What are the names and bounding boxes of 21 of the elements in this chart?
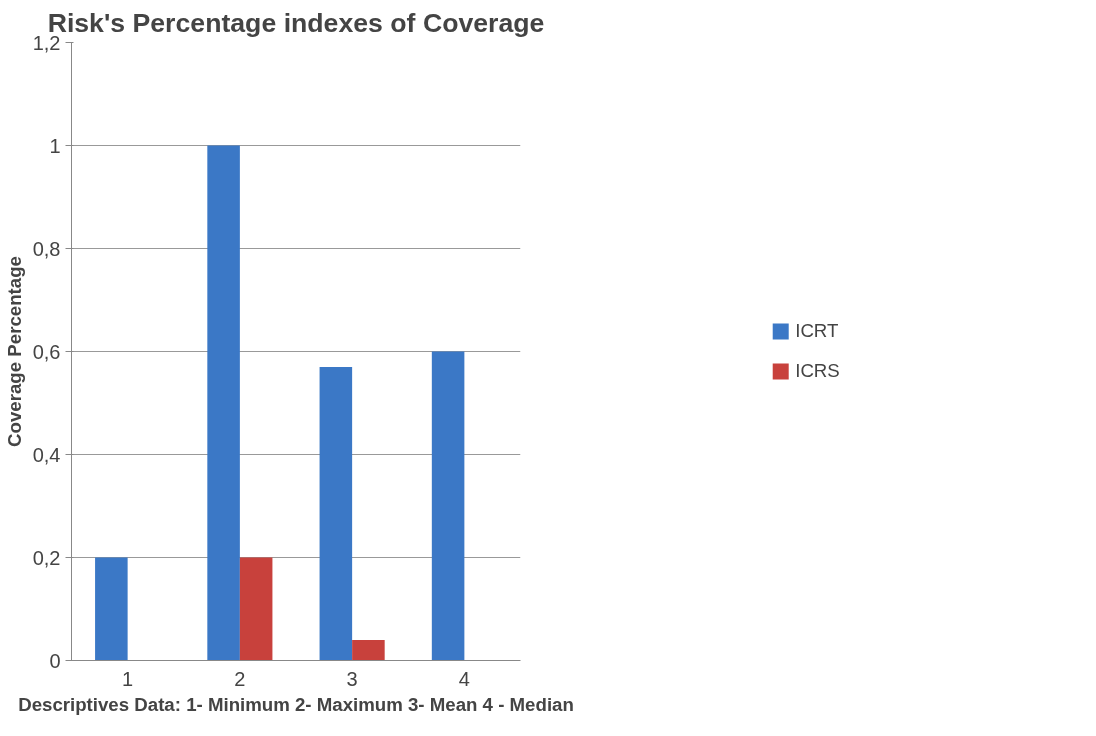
bar <box>207 145 240 661</box>
bar <box>95 557 128 661</box>
y-tick-label: 1 <box>49 134 61 157</box>
bar <box>239 557 273 661</box>
x-tick-label: 2 <box>234 667 246 690</box>
y-tick-label: 0,2 <box>32 546 61 569</box>
x-tick-label: 4 <box>458 667 470 690</box>
y-tick-label: 1,2 <box>32 31 61 54</box>
y-axis-title: Coverage Percentage <box>3 256 25 447</box>
y-tick-label: 0,6 <box>32 340 61 363</box>
x-tick-label: 3 <box>346 667 358 690</box>
bar <box>319 366 353 661</box>
bar <box>352 639 385 661</box>
bar <box>431 351 465 661</box>
x-tick-label: 1 <box>122 667 134 690</box>
y-tick-label: 0,8 <box>32 237 61 260</box>
y-tick-label: 0,4 <box>32 443 61 466</box>
y-tick-label: 0 <box>49 649 61 672</box>
legend-label: ICRT <box>795 320 839 342</box>
legend-label: ICRS <box>795 360 840 382</box>
x-axis-title: Descriptives Data: 1- Minimum 2- Maximum 3- Mean 4 - Median <box>18 693 574 715</box>
